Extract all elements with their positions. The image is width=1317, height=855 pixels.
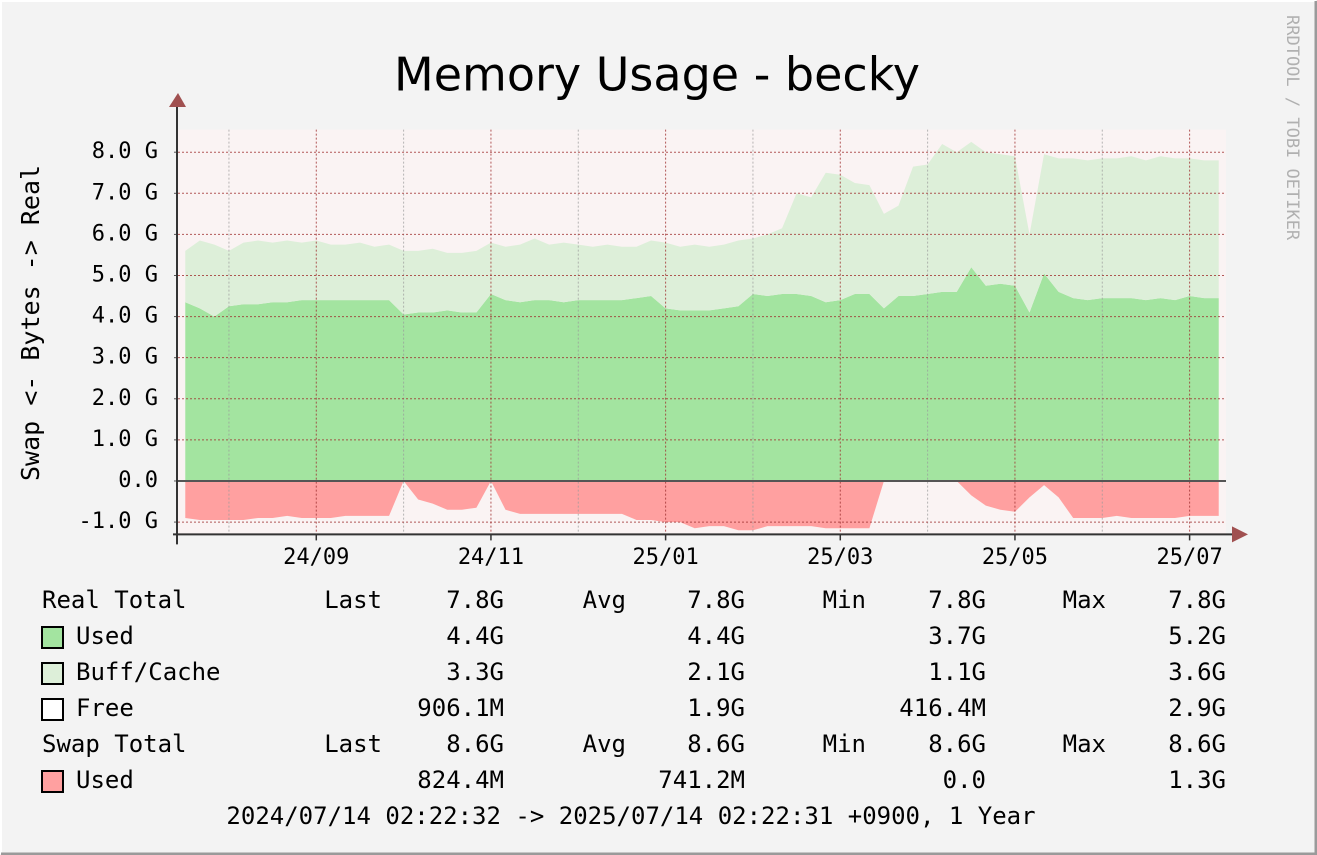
plot-area: -1.0 G 0.0 1.0 G 2.0 G 3.0 G 4.0 G 5.0 G 6.0 G 7… (79, 93, 1248, 570)
legend-stat-label: Last (324, 730, 382, 758)
legend-stat-value: 8.6G (928, 730, 986, 758)
watermark: RRDTOOL / TOBI OETIKER (1282, 15, 1302, 241)
legend-stat-value: 8.6G (687, 730, 745, 758)
legend-stat-label: Max (1063, 586, 1106, 614)
y-tick-label: 2.0 G (92, 386, 158, 411)
legend-stat-value: 824.4M (417, 766, 504, 794)
y-tick-label: 0.0 (118, 468, 158, 493)
legend-stat-value: 1.9G (687, 694, 745, 722)
legend-stat-value: 3.6G (1168, 658, 1226, 686)
legend-stat-value: 7.8G (446, 586, 504, 614)
legend: Real Total Last Avg Min Max 7.8G 7.8G 7.8G 7.8G U… (41, 586, 1226, 794)
y-tick-label: 3.0 G (92, 345, 158, 370)
legend-stat-label: Last (324, 586, 382, 614)
legend-swatch (41, 698, 64, 721)
legend-stat-label: Avg (583, 586, 626, 614)
legend-stat-value: 741.2M (658, 766, 745, 794)
legend-swatch (41, 770, 64, 793)
y-tick-label: 1.0 G (92, 427, 158, 452)
y-tick-label: 6.0 G (92, 221, 158, 246)
x-tick-label: 25/07 (1156, 545, 1222, 570)
legend-stat-value: 7.8G (928, 586, 986, 614)
x-tick-label: 25/01 (632, 545, 698, 570)
y-tick-label: 8.0 G (92, 139, 158, 164)
legend-stat-value: 3.7G (928, 622, 986, 650)
legend-stat-value: 8.6G (1168, 730, 1226, 758)
legend-stat-value: 2.1G (687, 658, 745, 686)
legend-stat-value: 5.2G (1168, 622, 1226, 650)
y-axis-arrow (169, 93, 186, 107)
footer: 2024/07/14 02:22:32 -> 2025/07/14 02:22:… (226, 802, 1035, 830)
x-tick-label: 25/03 (807, 545, 873, 570)
legend-stat-label: Min (823, 730, 866, 758)
legend-stat-value: 8.6G (446, 730, 504, 758)
legend-stat-label: Min (823, 586, 866, 614)
y-tick-label: 5.0 G (92, 262, 158, 287)
legend-label: Free (76, 694, 134, 722)
y-tick-label: 4.0 G (92, 304, 158, 329)
x-tick-label: 24/09 (283, 545, 349, 570)
legend-group-label: Real Total (42, 586, 187, 614)
y-tick-label: -1.0 G (79, 509, 158, 534)
area (185, 267, 1219, 481)
legend-swatch (41, 626, 64, 649)
y-axis-title: Swap <- Bytes -> Real (16, 165, 45, 481)
legend-stat-label: Avg (583, 730, 626, 758)
legend-stat-label: Max (1063, 730, 1106, 758)
legend-label: Used (76, 766, 134, 794)
legend-stat-value: 906.1M (417, 694, 504, 722)
legend-stat-value: 2.9G (1168, 694, 1226, 722)
legend-label: Used (76, 622, 134, 650)
legend-group-label: Swap Total (42, 730, 187, 758)
legend-stat-value: 4.4G (687, 622, 745, 650)
legend-label: Buff/Cache (76, 658, 221, 686)
legend-stat-value: 0.0 (943, 766, 986, 794)
area (185, 141, 1219, 317)
area (185, 480, 1219, 531)
legend-stat-value: 1.1G (928, 658, 986, 686)
legend-stat-value: 3.3G (446, 658, 504, 686)
legend-stat-value: 7.8G (687, 586, 745, 614)
x-tick-label: 24/11 (458, 545, 524, 570)
chart-title: Memory Usage - becky (394, 48, 920, 102)
y-tick-label: 7.0 G (92, 180, 158, 205)
x-axis-arrow (1232, 526, 1248, 543)
legend-stat-value: 7.8G (1168, 586, 1226, 614)
x-tick-label: 25/05 (982, 545, 1048, 570)
legend-stat-value: 4.4G (446, 622, 504, 650)
legend-swatch (41, 662, 64, 685)
legend-stat-value: 1.3G (1168, 766, 1226, 794)
legend-stat-value: 416.4M (899, 694, 986, 722)
